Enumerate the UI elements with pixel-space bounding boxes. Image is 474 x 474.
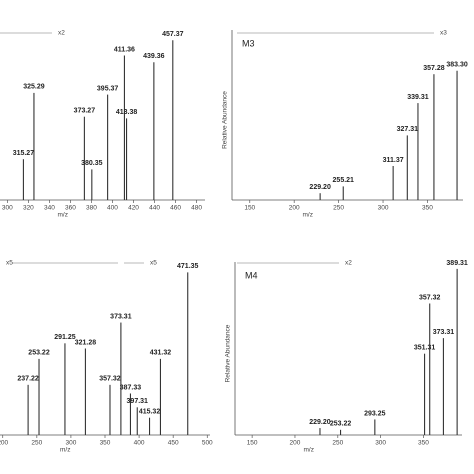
peak-label: 413.38: [116, 109, 138, 116]
peak-label: 380.35: [81, 160, 103, 167]
x-tick-label: 150: [244, 205, 255, 212]
x-tick-label: 250: [31, 440, 42, 447]
peak-label: 327.31: [397, 126, 419, 133]
peak-label: 321.28: [75, 339, 97, 346]
peak-label: 315.27: [13, 150, 35, 157]
peak-label: 415.32: [139, 409, 161, 416]
zoom-label: x2: [345, 260, 352, 267]
peak-label: 311.37: [383, 157, 404, 164]
peak-label: 253.22: [330, 421, 352, 428]
peak-label: 357.32: [99, 376, 121, 383]
x-axis-label: m/z: [303, 212, 313, 219]
x-tick-label: 350: [100, 440, 111, 447]
peak-label: 383.30: [446, 62, 468, 69]
peak-label: 373.31: [110, 313, 132, 320]
peak-label: 357.28: [423, 65, 445, 72]
x-tick-label: 400: [107, 205, 118, 212]
panel-label: M3: [242, 38, 255, 48]
x-tick-label: 200: [289, 205, 300, 212]
peak-label: 229.20: [309, 184, 331, 191]
x-axis-label: m/z: [304, 447, 314, 454]
x-tick-label: 300: [378, 205, 389, 212]
x-tick-label: 380: [86, 205, 97, 212]
peak-label: 373.31: [433, 329, 455, 336]
peak-label: 237.22: [17, 376, 39, 383]
panel-label: M4: [245, 270, 258, 280]
x-tick-label: 480: [191, 205, 202, 212]
x-tick-label: 350: [418, 440, 429, 447]
peak-label: 291.25: [54, 334, 76, 341]
peak-label: 431.32: [150, 350, 172, 357]
peak-label: 397.31: [127, 398, 149, 405]
peak-label: 389.31: [446, 260, 468, 267]
peak-label: 351.31: [414, 345, 436, 352]
peak-label: 255.21: [333, 177, 355, 184]
x-tick-label: 200: [0, 440, 9, 447]
x-tick-label: 350: [422, 205, 433, 212]
peak-label: 439.36: [143, 53, 165, 60]
x-tick-label: 360: [65, 205, 76, 212]
x-tick-label: 500: [202, 440, 213, 447]
x-tick-label: 300: [2, 205, 13, 212]
peak-label: 325.29: [23, 84, 45, 91]
x-tick-label: 250: [332, 440, 343, 447]
zoom-label: x3: [440, 30, 447, 37]
peak-label: 471.35: [177, 263, 199, 270]
peak-label: 373.27: [74, 108, 96, 115]
zoom-label: x2: [58, 30, 65, 37]
x-tick-label: 440: [149, 205, 160, 212]
x-axis-label: m/z: [58, 212, 68, 219]
y-axis-label: Relative Abundance: [225, 324, 232, 382]
peak-label: 253.22: [28, 350, 50, 357]
x-tick-label: 300: [375, 440, 386, 447]
y-axis-label: Relative Abundance: [222, 91, 229, 149]
peak-label: 229.20: [309, 419, 331, 426]
peak-label: 357.32: [419, 294, 441, 301]
peak-label: 457.37: [162, 31, 184, 38]
peak-label: 411.36: [114, 46, 135, 53]
peak-label: 293.25: [364, 410, 386, 417]
x-tick-label: 340: [44, 205, 55, 212]
x-tick-label: 250: [333, 205, 344, 212]
x-tick-label: 300: [65, 440, 76, 447]
x-tick-label: 200: [290, 440, 301, 447]
x-tick-label: 450: [168, 440, 179, 447]
x-tick-label: 400: [134, 440, 145, 447]
peak-label: 387.33: [120, 384, 142, 391]
x-tick-label: 460: [170, 205, 181, 212]
x-axis-label: m/z: [60, 447, 70, 454]
zoom-label: x5: [150, 260, 157, 267]
peak-label: 395.37: [97, 85, 119, 92]
x-tick-label: 320: [23, 205, 34, 212]
x-tick-label: 420: [128, 205, 139, 212]
zoom-label: x5: [6, 260, 13, 267]
x-tick-label: 150: [247, 440, 258, 447]
peak-label: 339.31: [407, 94, 429, 101]
